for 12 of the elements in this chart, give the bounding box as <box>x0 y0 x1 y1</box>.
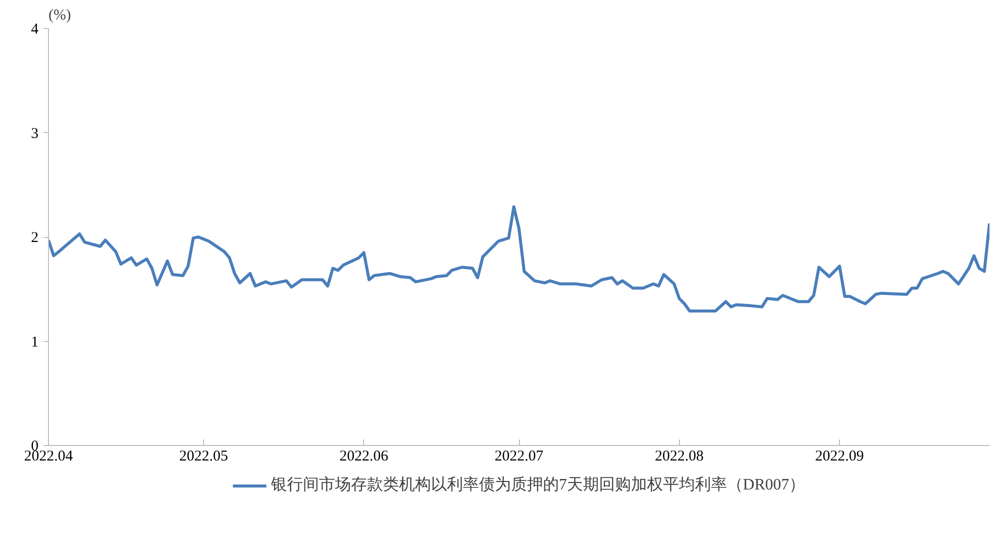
legend-label: 银行间市场存款类机构以利率债为质押的7天期回购加权平均利率（DR007） <box>270 475 806 496</box>
y-axis-title: (%) <box>48 8 71 24</box>
y-tick-label: 3 <box>31 126 38 142</box>
x-tick-label: 2022.09 <box>815 448 864 464</box>
line-series <box>48 205 990 313</box>
x-tick-label: 2022.07 <box>494 448 544 464</box>
x-tick-label: 2022.08 <box>654 448 704 464</box>
x-tick-label: 2022.06 <box>340 448 389 464</box>
y-tick-label: 1 <box>31 334 38 350</box>
y-tick-label: 4 <box>31 22 39 38</box>
x-tick-label: 2022.05 <box>179 448 228 464</box>
y-tick-label: 2 <box>31 230 38 246</box>
